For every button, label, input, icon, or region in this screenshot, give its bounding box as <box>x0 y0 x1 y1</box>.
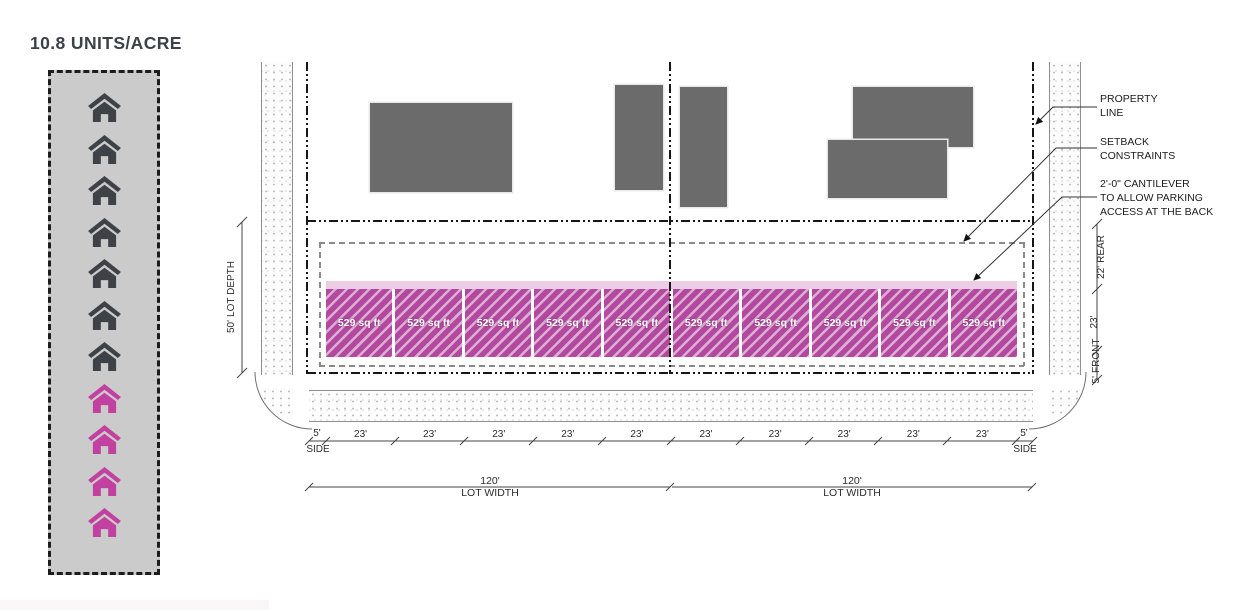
property-line-left <box>306 62 308 374</box>
street-bottom <box>309 390 1033 422</box>
dim-unit-width-label: 23' <box>837 429 851 440</box>
house-icon-proposed <box>87 466 121 496</box>
house-icon-proposed <box>87 425 121 454</box>
annotation-line: TO ALLOW PARKING <box>1100 192 1203 205</box>
house-icon-proposed <box>87 383 121 413</box>
density-legend <box>48 70 160 575</box>
dim-label: LOT WIDTH <box>823 487 881 500</box>
annotation-cantilever: 2'-0" CANTILEVER TO ALLOW PARKING ACCESS… <box>1100 177 1232 220</box>
house-icon-existing <box>87 217 121 247</box>
dim-label: REAR <box>1095 235 1107 263</box>
unit-area-label: 529 sq ft <box>754 317 797 329</box>
dim-mid-23: 23' <box>1088 302 1100 342</box>
house-icon-existing <box>87 176 121 205</box>
unit-4: 529 sq ft <box>534 289 601 357</box>
unit-area-label: 529 sq ft <box>476 317 520 329</box>
annotation-line: PROPERTY <box>1100 93 1158 105</box>
building-4-upper <box>853 87 973 147</box>
street-right <box>1049 62 1081 375</box>
dim-side-left-value: 5' <box>313 428 321 439</box>
dim-unit-width-label: 23' <box>630 429 644 440</box>
building-4-lower <box>828 140 947 198</box>
density-title: 10.8 UNITS/ACRE <box>30 33 182 53</box>
house-icon-existing <box>87 300 121 330</box>
dim-unit-width-label: 23' <box>423 429 437 440</box>
property-line-rear <box>307 220 1033 222</box>
dim-unit-width-label: 23' <box>561 429 575 440</box>
bottom-strip <box>0 600 269 610</box>
dim-unit-width-row: 23' 23' 23' 23' 23' 23' 23' 23' 23' 23' <box>326 429 1017 440</box>
dim-lot-width-right: 120' LOT WIDTH <box>782 475 922 499</box>
house-icon-existing <box>87 259 121 288</box>
unit-area-label: 529 sq ft <box>962 317 1006 329</box>
street-corner-left <box>261 388 293 418</box>
dim-label: LOT WIDTH <box>461 487 519 500</box>
dim-unit-width-label: 23' <box>354 429 368 440</box>
dim-front: 5' FRONT <box>1084 338 1108 384</box>
dim-value: 23' <box>1088 315 1100 329</box>
dim-side-right-value: 5' <box>1020 428 1028 439</box>
annotation-line: 2'-0" CANTILEVER <box>1100 178 1190 190</box>
annotation-line: CONSTRAINTS <box>1100 150 1176 163</box>
dim-side-left-label: SIDE <box>306 444 330 455</box>
dim-rear: 22' REAR <box>1089 225 1113 289</box>
setback-line-right <box>1023 242 1025 366</box>
dim-value: 120' <box>842 475 862 487</box>
dim-unit-width-label: 23' <box>906 429 920 440</box>
lot-line-center <box>669 62 671 374</box>
house-icon-proposed <box>87 508 121 537</box>
legend-houses <box>87 93 121 537</box>
unit-3: 529 sq ft <box>464 289 532 357</box>
unit-area-label: 529 sq ft <box>407 317 450 329</box>
dim-unit-width-label: 23' <box>975 429 989 440</box>
building-2 <box>615 85 663 190</box>
annotation-line: LINE <box>1100 107 1124 120</box>
unit-10: 529 sq ft <box>950 289 1018 357</box>
dim-unit-width-label: 23' <box>699 429 713 440</box>
unit-area-label: 529 sq ft <box>615 317 659 329</box>
unit-area-label: 529 sq ft <box>546 317 589 329</box>
dim-side-right-label: SIDE <box>1013 444 1037 455</box>
dim-unit-width-label: 23' <box>492 429 506 440</box>
annotation-property-line: PROPERTY LINE <box>1100 92 1232 120</box>
cantilever-strip <box>326 281 1017 289</box>
house-icon-existing <box>87 342 121 371</box>
annotation-line: SETBACK <box>1100 136 1150 148</box>
unit-5: 529 sq ft <box>603 289 671 357</box>
setback-line-bottom <box>319 365 1024 367</box>
unit-6: 529 sq ft <box>673 289 740 357</box>
property-line-front <box>307 372 1033 374</box>
property-line-right <box>1032 62 1034 374</box>
unit-area-label: 529 sq ft <box>684 317 728 329</box>
unit-8: 529 sq ft <box>811 289 879 357</box>
dim-label: LOT DEPTH <box>225 261 237 317</box>
dim-value: 50' <box>225 319 237 333</box>
dim-value: 5' <box>1090 375 1102 384</box>
unit-area-label: 529 sq ft <box>823 317 867 329</box>
unit-1: 529 sq ft <box>326 289 393 357</box>
street-corner-right <box>1049 388 1081 418</box>
unit-area-label: 529 sq ft <box>337 317 381 329</box>
units-row: 529 sq ft 529 sq ft 529 sq ft 529 sq ft 529 … <box>326 289 1018 357</box>
street-left <box>261 62 293 375</box>
house-icon-existing <box>87 134 121 164</box>
unit-9: 529 sq ft <box>881 289 948 357</box>
annotation-setback: SETBACK CONSTRAINTS <box>1100 135 1232 163</box>
annotation-line: ACCESS AT THE BACK <box>1100 206 1214 219</box>
dim-lot-width-left: 120' LOT WIDTH <box>420 475 560 499</box>
unit-area-label: 529 sq ft <box>893 317 936 329</box>
house-icon-existing <box>87 93 121 122</box>
building-1 <box>370 103 512 192</box>
unit-2: 529 sq ft <box>395 289 462 357</box>
dim-value: 120' <box>480 475 500 487</box>
setback-line-left <box>319 242 321 366</box>
dim-label: FRONT <box>1090 338 1102 373</box>
dim-value: 22' <box>1095 265 1107 279</box>
dim-lot-depth: 50' LOT DEPTH <box>218 252 244 342</box>
dim-unit-width-label: 23' <box>768 429 782 440</box>
setback-line-top <box>319 242 1024 244</box>
unit-7: 529 sq ft <box>742 289 809 357</box>
building-3 <box>680 87 727 207</box>
